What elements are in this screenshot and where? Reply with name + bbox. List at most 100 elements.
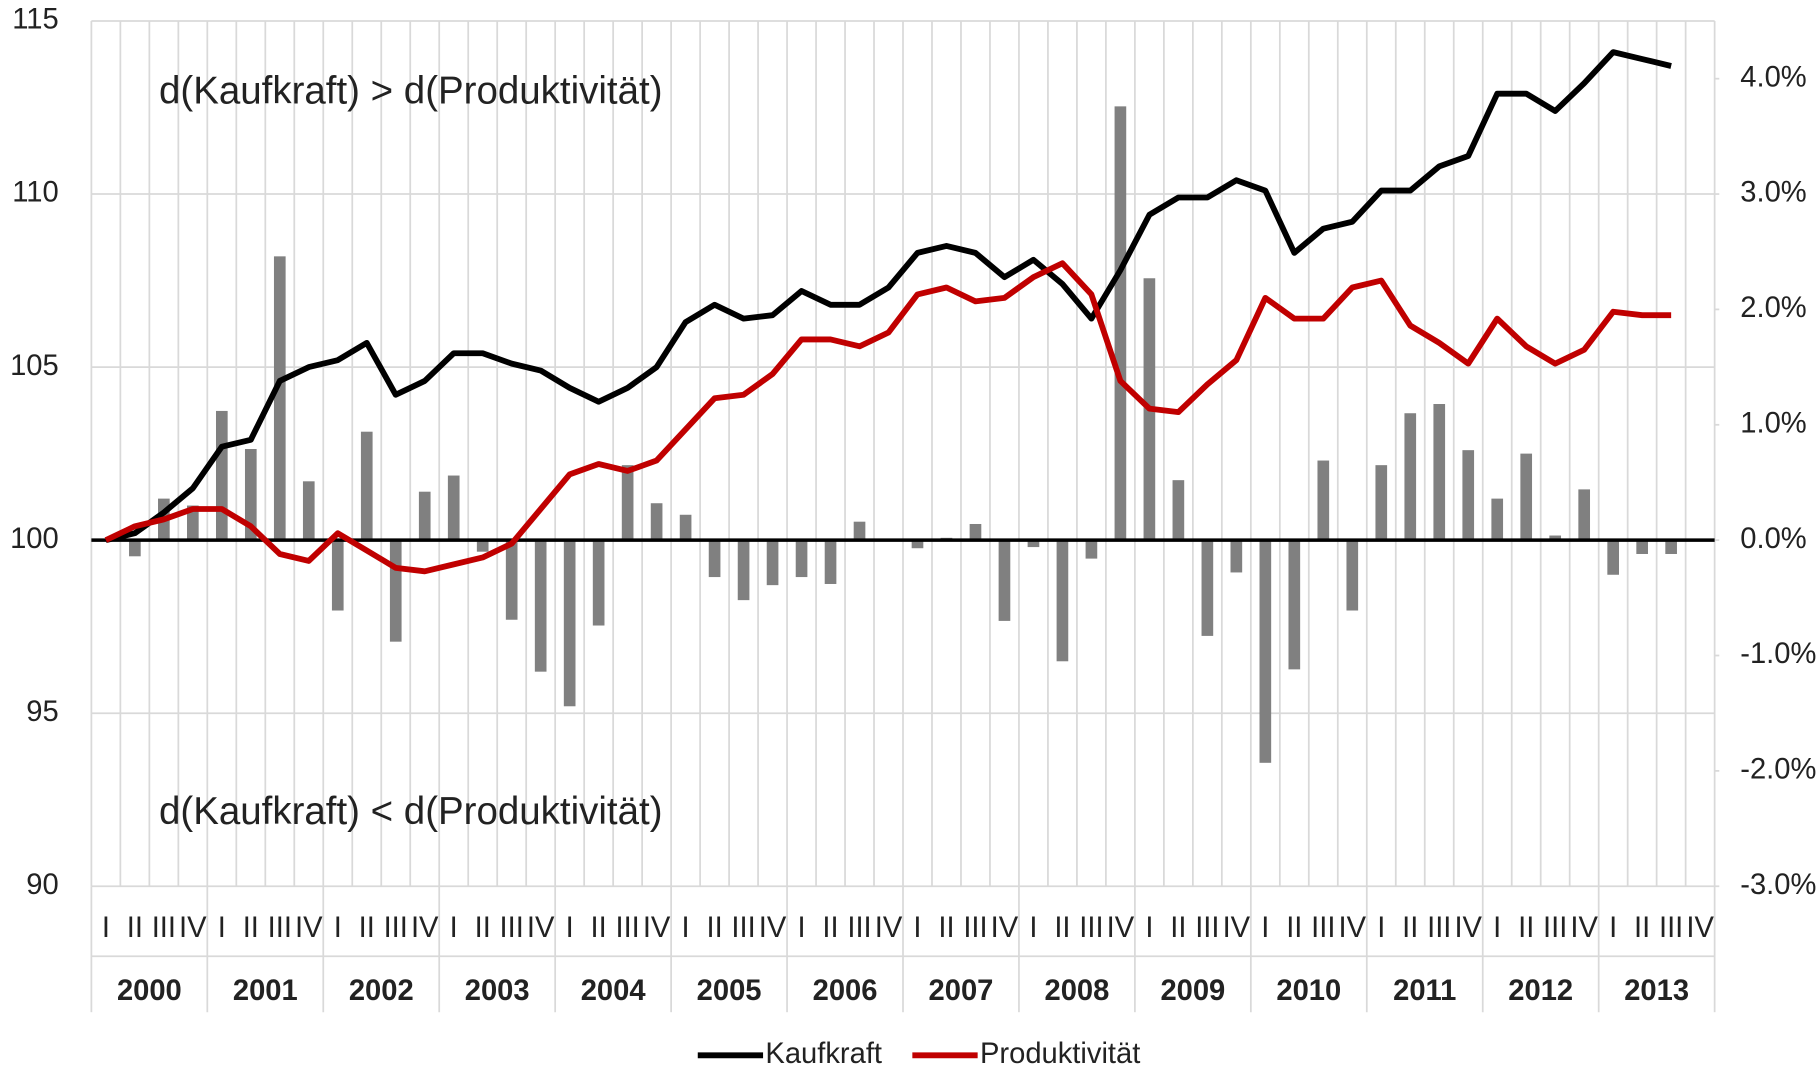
bar	[969, 523, 982, 541]
y2-tick-label: 1.0%	[1740, 407, 1806, 439]
bar	[1027, 540, 1040, 548]
y2-tick-label: 2.0%	[1740, 292, 1806, 324]
legend-label: Kaufkraft	[765, 1038, 882, 1067]
x-tick-label: III	[384, 912, 408, 944]
bar	[1462, 450, 1475, 541]
bar	[1665, 540, 1677, 554]
bar	[1346, 540, 1359, 611]
bar	[563, 540, 576, 707]
x-tick-label: III	[847, 912, 871, 944]
x-tick-label: IV	[1107, 912, 1135, 944]
bar	[244, 449, 257, 541]
bar	[1404, 413, 1417, 541]
legend-label: Produktivität	[980, 1038, 1140, 1067]
line	[105, 49, 1672, 543]
bar	[737, 540, 750, 601]
y-tick-label: 105	[10, 350, 59, 382]
bar	[853, 521, 866, 541]
x-tick-label: IV	[179, 912, 207, 944]
x-tick-label: II	[822, 912, 838, 944]
bar	[1433, 404, 1446, 541]
bar	[1549, 535, 1562, 541]
bar	[476, 540, 489, 552]
bar	[389, 540, 402, 642]
x-tick-label: IV	[527, 912, 555, 944]
x-tick-label: IV	[1570, 912, 1598, 944]
x-tick-label: I	[334, 912, 342, 944]
bar	[505, 540, 518, 620]
bar	[911, 540, 924, 549]
grid	[90, 20, 1720, 1013]
x-tick-label: IV	[1686, 912, 1714, 944]
year-label: 2004	[581, 975, 647, 1007]
x-tick-label: III	[1427, 912, 1451, 944]
x-tick-label: II	[1518, 912, 1534, 944]
x-tick-label: I	[218, 912, 226, 944]
y-tick-label: 100	[10, 523, 59, 555]
bar	[418, 491, 431, 541]
x-tick-label: II	[1286, 912, 1302, 944]
y2-tick-label: -3.0%	[1740, 869, 1816, 901]
year-label: 2008	[1045, 975, 1110, 1007]
annotation: d(Kaufkraft) > d(Produktivität)	[159, 69, 663, 112]
bar	[534, 540, 547, 672]
annotation: d(Kaufkraft) < d(Produktivität)	[159, 790, 663, 833]
x-tick-label: II	[706, 912, 722, 944]
bar	[1259, 540, 1272, 763]
year-label: 2003	[465, 975, 530, 1007]
x-tick-label: I	[102, 912, 110, 944]
bar	[1636, 540, 1648, 554]
x-tick-label: I	[1029, 912, 1037, 944]
bar	[302, 481, 315, 541]
bar	[215, 410, 228, 541]
x-tick-label: II	[938, 912, 954, 944]
x-tick-label: III	[268, 912, 292, 944]
x-tick-label: IV	[759, 912, 787, 944]
x-tick-label: II	[1054, 912, 1070, 944]
x-tick-label: II	[1402, 912, 1418, 944]
year-label: 2001	[233, 975, 298, 1007]
x-tick-label: IV	[411, 912, 439, 944]
x-tick-label: III	[1543, 912, 1567, 944]
bar	[650, 503, 663, 541]
bar	[1317, 460, 1330, 541]
year-label: 2009	[1160, 975, 1225, 1007]
x-tick-label: IV	[643, 912, 671, 944]
x-tick-label: I	[682, 912, 690, 944]
x-tick-label: I	[913, 912, 921, 944]
y-tick-label: 95	[26, 696, 58, 728]
bar	[1578, 489, 1591, 541]
y-tick-label: 115	[12, 4, 58, 36]
year-label: 2007	[929, 975, 994, 1007]
year-label: 2013	[1624, 975, 1689, 1007]
x-tick-label: III	[1659, 912, 1683, 944]
x-tick-label: II	[1634, 912, 1650, 944]
bar	[824, 540, 837, 584]
bar	[129, 540, 141, 557]
bar	[360, 431, 373, 541]
y2-tick-label: 0.0%	[1740, 523, 1806, 555]
x-tick-label: II	[243, 912, 259, 944]
year-label: 2005	[697, 975, 762, 1007]
bar	[621, 465, 634, 541]
bar	[592, 540, 605, 626]
y2-tick-label: -1.0%	[1740, 638, 1816, 670]
x-tick-label: IV	[1454, 912, 1482, 944]
year-label: 2012	[1508, 975, 1573, 1007]
x-tick-label: I	[797, 912, 805, 944]
year-label: 2010	[1276, 975, 1341, 1007]
x-tick-label: II	[475, 912, 491, 944]
year-label: 2006	[813, 975, 878, 1007]
x-tick-label: III	[1311, 912, 1335, 944]
bar	[1375, 465, 1388, 541]
x-tick-label: IV	[991, 912, 1019, 944]
bar	[795, 540, 808, 578]
line	[104, 260, 1672, 575]
bar	[187, 505, 199, 541]
year-label: 2011	[1393, 975, 1456, 1007]
bar	[273, 256, 286, 541]
x-tick-label: I	[1145, 912, 1153, 944]
x-tick-label: I	[1377, 912, 1385, 944]
